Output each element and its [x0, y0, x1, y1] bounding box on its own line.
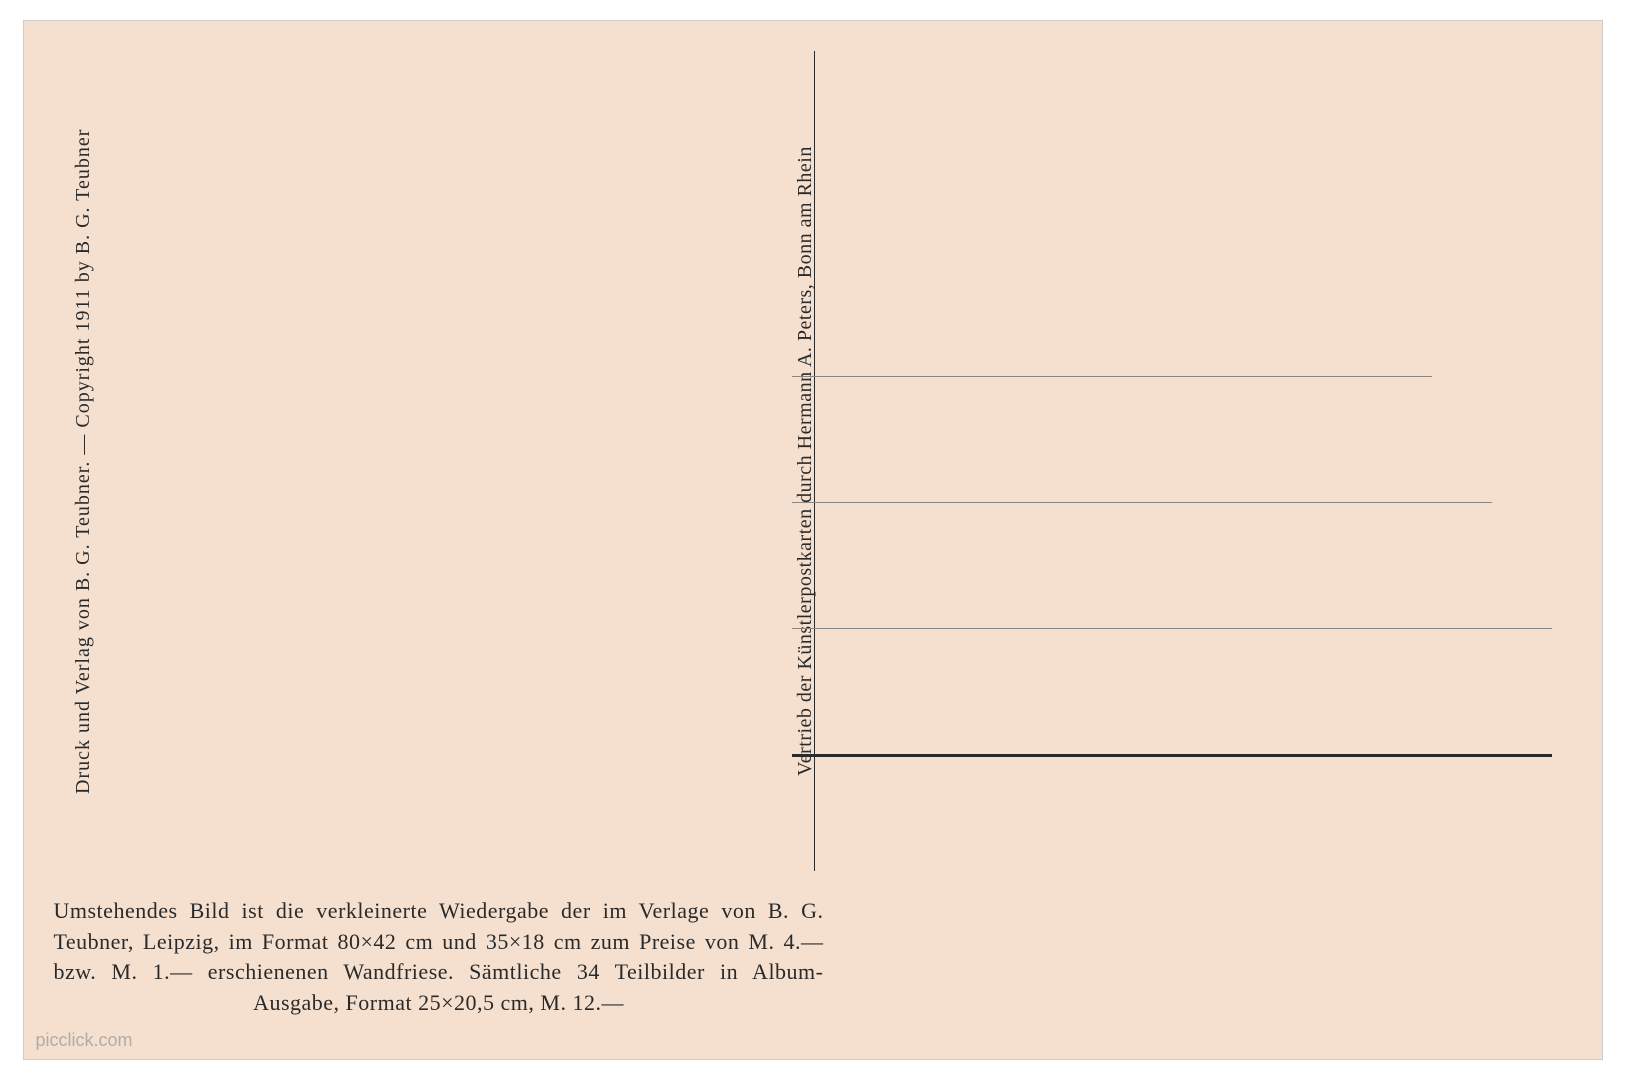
address-line-1	[792, 376, 1432, 377]
address-line-2	[792, 502, 1492, 503]
address-area	[792, 376, 1552, 757]
address-line-4	[792, 754, 1552, 757]
watermark-text: picclick.com	[36, 1030, 133, 1051]
postcard-back: Druck und Verlag von B. G. Teubner. — Co…	[23, 20, 1603, 1060]
description-paragraph: Umstehendes Bild ist die verkleinerte Wi…	[54, 896, 824, 1019]
address-line-3	[792, 628, 1552, 629]
publisher-copyright-text: Druck und Verlag von B. G. Teubner. — Co…	[72, 51, 95, 871]
